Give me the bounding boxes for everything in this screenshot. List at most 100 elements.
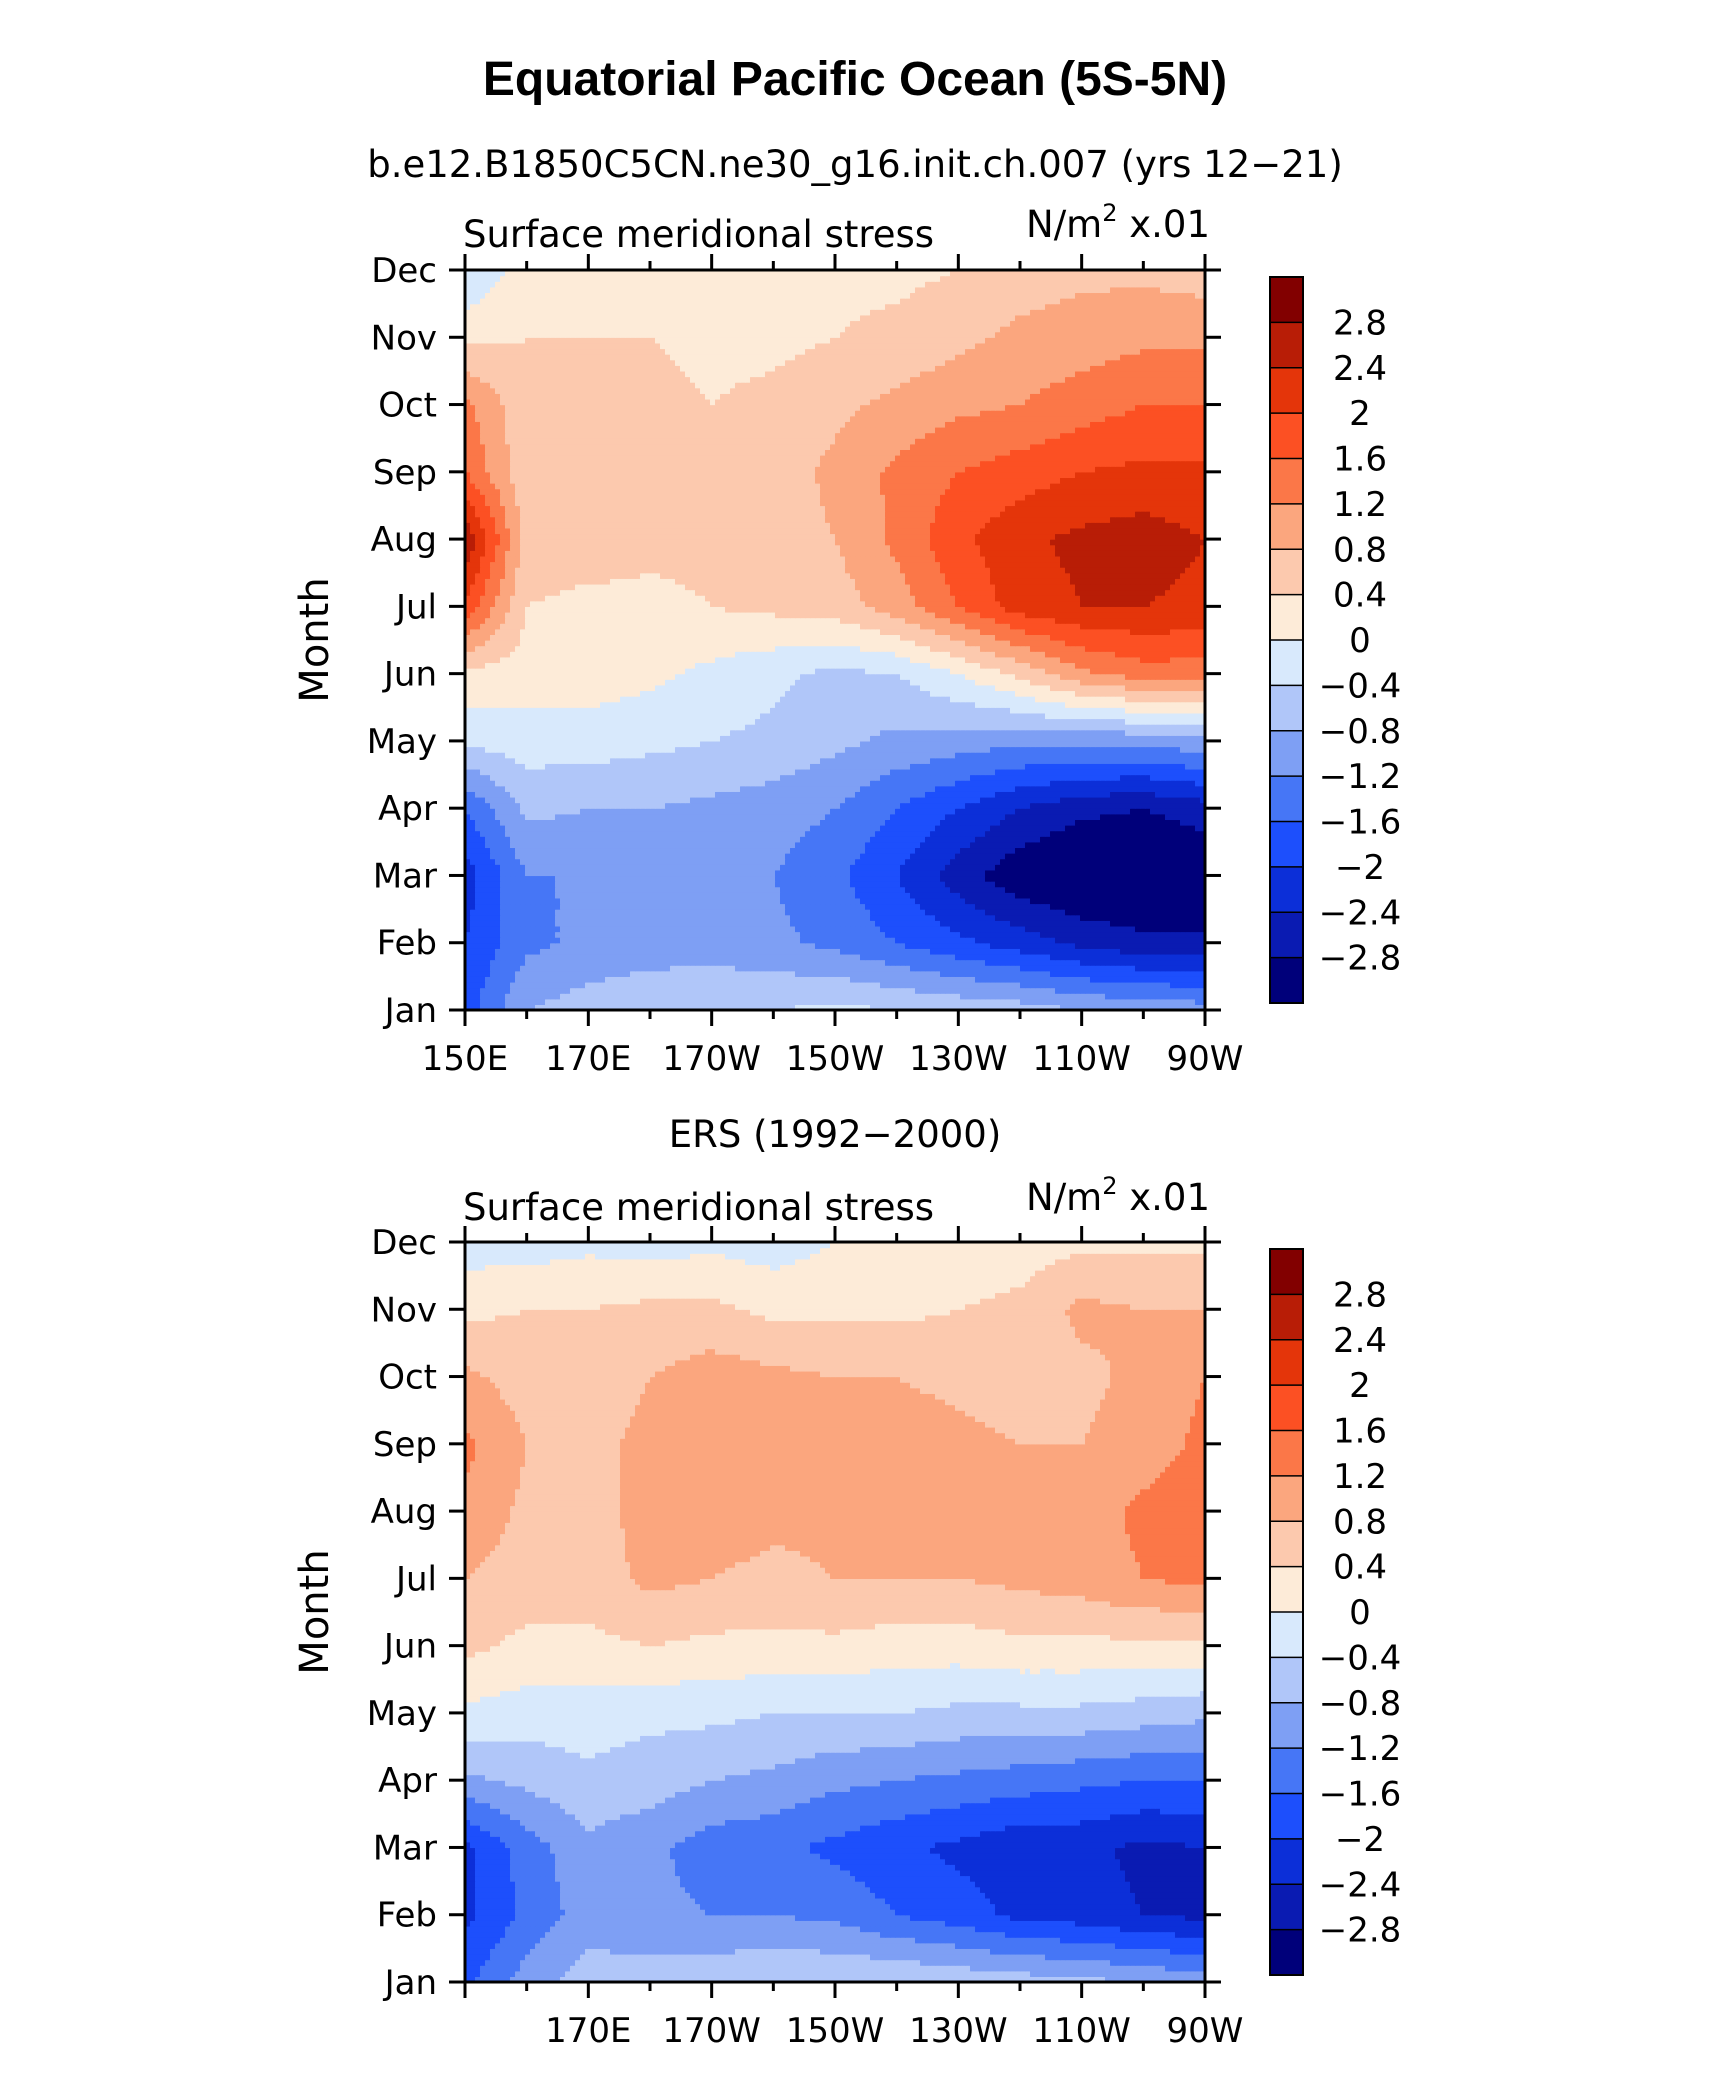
contour-cell <box>1115 909 1121 915</box>
contour-cell <box>855 948 861 954</box>
contour-cell <box>735 932 741 938</box>
contour-cell <box>1185 903 1191 909</box>
contour-cell <box>1000 926 1006 932</box>
contour-cell <box>695 881 701 887</box>
contour-cell <box>875 836 881 842</box>
contour-cell <box>830 842 836 848</box>
contour-cell <box>935 847 941 853</box>
contour-cell <box>525 999 531 1005</box>
contour-cell <box>780 836 786 842</box>
contour-cell <box>485 864 491 870</box>
contour-cell <box>630 842 636 848</box>
contour-cell <box>755 943 761 949</box>
contour-cell <box>890 875 896 881</box>
contour-cell <box>710 864 716 870</box>
contour-cell <box>1070 853 1076 859</box>
contour-cell <box>885 842 891 848</box>
contour-cell <box>1095 988 1101 994</box>
contour-cell <box>885 960 891 966</box>
contour-cell <box>1050 971 1056 977</box>
contour-cell <box>630 965 636 971</box>
contour-cell <box>510 892 516 898</box>
contour-cell <box>700 887 706 893</box>
contour-cell <box>910 943 916 949</box>
contour-cell <box>820 903 826 909</box>
contour-cell <box>775 932 781 938</box>
contour-cell <box>470 887 476 893</box>
contour-cell <box>515 875 521 881</box>
contour-cell <box>980 988 986 994</box>
contour-cell <box>875 915 881 921</box>
contour-cell <box>490 932 496 938</box>
contour-cell <box>1065 943 1071 949</box>
contour-cell <box>1090 926 1096 932</box>
contour-cell <box>605 909 611 915</box>
contour-cell <box>915 932 921 938</box>
contour-cell <box>470 903 476 909</box>
contour-cell <box>650 976 656 982</box>
contour-cell <box>1075 887 1081 893</box>
contour-cell <box>940 836 946 842</box>
contour-cell <box>960 976 966 982</box>
contour-cell <box>850 881 856 887</box>
contour-cell <box>1095 853 1101 859</box>
contour-cell <box>1155 999 1161 1005</box>
contour-cell <box>600 853 606 859</box>
contour-cell <box>870 976 876 982</box>
contour-cell <box>800 870 806 876</box>
contour-cell <box>600 898 606 904</box>
contour-cell <box>595 870 601 876</box>
contour-cell <box>670 870 676 876</box>
contour-cell <box>815 937 821 943</box>
contour-cell <box>1065 847 1071 853</box>
contour-cell <box>1035 971 1041 977</box>
contour-cell <box>1030 976 1036 982</box>
contour-cell <box>1015 926 1021 932</box>
contour-cell <box>570 859 576 865</box>
contour-cell <box>830 948 836 954</box>
contour-cell <box>700 926 706 932</box>
contour-cell <box>1000 993 1006 999</box>
contour-cell <box>915 887 921 893</box>
contour-cell <box>645 903 651 909</box>
contour-cell <box>475 993 481 999</box>
contour-cell <box>780 903 786 909</box>
contour-cell <box>560 887 566 893</box>
contour-cell <box>1085 926 1091 932</box>
contour-cell <box>885 915 891 921</box>
contour-cell <box>995 847 1001 853</box>
contour-cell <box>740 836 746 842</box>
contour-cell <box>840 892 846 898</box>
contour-cell <box>755 881 761 887</box>
contour-cell <box>665 954 671 960</box>
contour-cell <box>575 982 581 988</box>
contour-cell <box>510 926 516 932</box>
contour-cell <box>730 887 736 893</box>
contour-cell <box>735 988 741 994</box>
contour-cell <box>1155 875 1161 881</box>
contour-cell <box>1135 982 1141 988</box>
contour-cell <box>620 909 626 915</box>
contour-cell <box>685 892 691 898</box>
contour-cell <box>945 937 951 943</box>
contour-cell <box>530 976 536 982</box>
contour-cell <box>1075 864 1081 870</box>
contour-cell <box>635 920 641 926</box>
contour-cell <box>865 948 871 954</box>
contour-cell <box>855 892 861 898</box>
contour-cell <box>995 864 1001 870</box>
contour-cell <box>1000 937 1006 943</box>
contour-cell <box>1090 960 1096 966</box>
contour-cell <box>800 932 806 938</box>
contour-cell <box>660 926 666 932</box>
contour-cell <box>1110 982 1116 988</box>
contour-cell <box>1115 932 1121 938</box>
contour-cell <box>545 988 551 994</box>
contour-cell <box>695 842 701 848</box>
contour-cell <box>915 965 921 971</box>
contour-cell <box>735 943 741 949</box>
contour-cell <box>480 926 486 932</box>
contour-cell <box>935 926 941 932</box>
contour-cell <box>1065 948 1071 954</box>
contour-cell <box>750 870 756 876</box>
